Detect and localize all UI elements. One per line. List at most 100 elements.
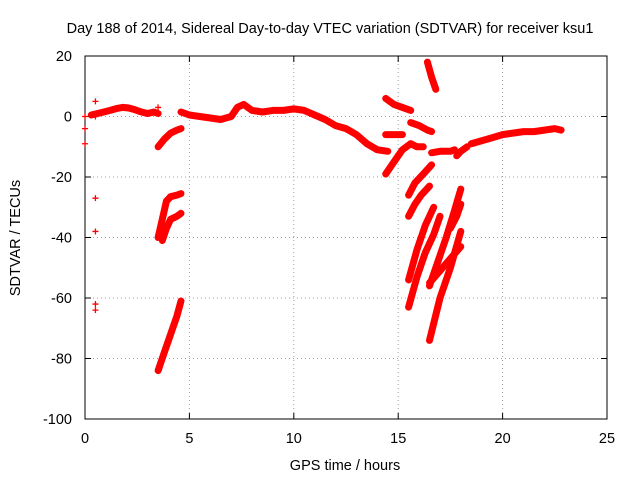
data-point: [430, 204, 437, 211]
data-point: [399, 131, 406, 138]
series-trace: [382, 140, 415, 178]
data-point: [399, 104, 406, 111]
series-arc-17: [426, 185, 465, 290]
data-point: [322, 116, 329, 123]
data-point: [436, 295, 443, 301]
data-point: [489, 134, 496, 141]
data-point: [468, 140, 475, 147]
data-point: [217, 116, 224, 123]
data-point: [173, 127, 180, 134]
data-point: [144, 110, 151, 117]
data-point: [178, 108, 185, 115]
data-point: [447, 225, 454, 232]
series-arc-5: [382, 140, 415, 178]
data-point: [374, 146, 381, 153]
series-arc-10: [428, 146, 459, 157]
data-point: [178, 210, 185, 217]
series-late-track: [467, 125, 565, 148]
data-point: [332, 122, 339, 129]
series-main-track-b: [177, 100, 392, 155]
data-point: [301, 107, 308, 114]
data-point: [391, 158, 398, 165]
data-point: [384, 148, 391, 155]
data-point: [88, 111, 95, 118]
data-point: [453, 213, 460, 220]
data-point: [269, 107, 276, 114]
x-tick-label: 0: [81, 431, 89, 447]
series-arc-19: [426, 243, 465, 287]
data-point: [416, 122, 423, 129]
data-point: [178, 190, 185, 197]
data-point: [159, 216, 166, 223]
data-point: [92, 307, 99, 314]
data-point: [428, 74, 435, 81]
data-point: [138, 108, 145, 115]
series-trace: [426, 243, 465, 287]
data-point: [424, 127, 431, 134]
data-point: [418, 192, 425, 199]
series-trace: [407, 119, 436, 136]
data-point: [434, 258, 441, 265]
data-point: [382, 170, 389, 177]
data-point: [447, 148, 454, 155]
data-point: [196, 113, 203, 120]
data-point: [240, 101, 247, 108]
chart-title: Day 188 of 2014, Sidereal Day-to-day VTE…: [67, 21, 594, 37]
series-arc-13: [405, 161, 436, 199]
data-point: [413, 143, 420, 150]
data-point: [155, 143, 162, 150]
data-point: [405, 213, 412, 220]
data-point: [405, 304, 412, 311]
data-point: [100, 108, 107, 115]
data-point: [290, 105, 297, 112]
x-tick-label: 20: [495, 431, 511, 447]
y-tick-label: 0: [64, 110, 72, 126]
data-point: [405, 192, 412, 199]
data-point: [428, 128, 435, 135]
series-arc-4: [154, 125, 185, 151]
series-arc-12: [423, 58, 440, 93]
data-point: [82, 125, 88, 132]
data-point: [107, 107, 114, 114]
data-point: [405, 276, 412, 283]
data-point: [551, 125, 558, 132]
data-point: [464, 143, 471, 150]
data-point: [113, 105, 120, 112]
data-point: [92, 195, 99, 202]
data-point: [82, 113, 88, 120]
data-point: [207, 115, 214, 122]
series-arc-1: [154, 297, 185, 375]
x-tick-label: 10: [286, 431, 302, 447]
series-trace: [154, 125, 185, 151]
data-point: [249, 107, 256, 114]
data-point: [457, 148, 464, 155]
data-point: [411, 201, 418, 208]
data-point: [155, 367, 162, 374]
data-point: [436, 267, 443, 274]
series-arc-9: [407, 119, 436, 136]
data-point: [430, 231, 437, 238]
x-axis-label: GPS time / hours: [290, 458, 400, 474]
data-point: [161, 349, 168, 356]
series-main-track-a: [87, 103, 162, 119]
data-point: [311, 111, 318, 118]
data-point: [447, 264, 454, 271]
data-point: [428, 149, 435, 156]
data-point: [420, 143, 427, 150]
data-point: [150, 108, 157, 115]
data-point: [173, 213, 180, 220]
data-point: [159, 237, 166, 244]
data-point: [178, 298, 185, 305]
data-point: [167, 216, 174, 223]
data-point: [426, 337, 433, 344]
data-point: [173, 313, 180, 320]
data-point: [234, 104, 241, 111]
data-point: [391, 101, 398, 108]
series-trace: [177, 100, 392, 155]
series-arc-15: [405, 212, 444, 311]
y-tick-label: -80: [51, 352, 72, 368]
data-point: [167, 331, 174, 338]
data-point: [173, 192, 180, 199]
data-point: [92, 98, 99, 105]
data-point: [155, 104, 162, 111]
